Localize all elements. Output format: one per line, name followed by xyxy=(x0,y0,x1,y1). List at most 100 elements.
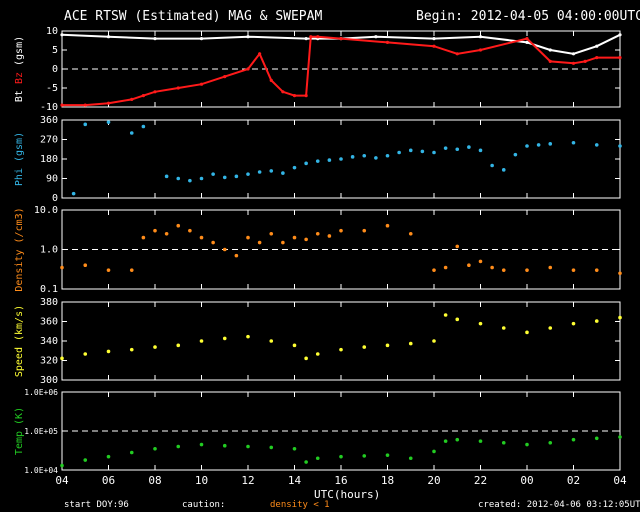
footer-caution-value: density < 1 xyxy=(270,500,330,510)
data-point-speed xyxy=(501,326,506,330)
data-point-temp xyxy=(246,444,250,449)
x-tick-label: 16 xyxy=(334,474,347,487)
data-point-density xyxy=(106,268,111,272)
data-point-phi xyxy=(211,172,215,176)
y-tick-label: 1.0 xyxy=(40,245,58,256)
x-tick-label: 18 xyxy=(381,474,394,487)
data-point-phi xyxy=(339,157,343,161)
data-point-bz xyxy=(281,90,285,94)
data-point-density xyxy=(199,235,204,240)
data-point-density xyxy=(188,228,192,233)
data-point-density xyxy=(292,235,297,240)
series-line-bt xyxy=(61,33,621,55)
data-point-temp xyxy=(594,436,599,441)
data-point-density xyxy=(129,268,134,272)
data-point-speed xyxy=(478,321,483,326)
y-tick-label: 300 xyxy=(40,375,58,386)
data-point-speed xyxy=(60,356,64,361)
data-point-phi xyxy=(257,170,262,174)
x-tick-label: 04 xyxy=(613,474,627,487)
data-point-phi xyxy=(199,176,204,181)
data-point-density xyxy=(339,228,343,233)
data-point-bt xyxy=(304,37,308,41)
data-point-speed xyxy=(571,321,576,326)
data-point-bt xyxy=(525,40,529,45)
data-point-density xyxy=(281,240,285,245)
footer-start-doy-value: 96 xyxy=(118,500,129,510)
y-tick-label: 1.0E+05 xyxy=(24,427,58,436)
data-point-bt xyxy=(548,48,552,52)
data-point-temp xyxy=(408,456,413,461)
data-point-phi xyxy=(327,158,332,162)
data-point-density xyxy=(327,234,332,238)
data-point-phi xyxy=(618,144,622,148)
data-point-density xyxy=(60,265,64,270)
data-point-phi xyxy=(385,153,390,158)
data-point-temp xyxy=(292,446,297,451)
data-point-speed xyxy=(525,330,529,335)
data-point-phi xyxy=(397,150,401,155)
data-point-density xyxy=(141,235,146,240)
data-point-temp xyxy=(432,449,436,454)
data-point-speed xyxy=(618,315,622,320)
data-point-phi xyxy=(83,122,88,127)
y-tick-label: 1.0E+04 xyxy=(24,466,58,475)
data-point-temp xyxy=(525,442,529,447)
data-point-speed xyxy=(153,345,157,349)
footer-start-doy-label: start DOY: xyxy=(64,500,119,510)
y-axis-label: Temp (K) xyxy=(14,407,25,455)
data-point-temp xyxy=(315,456,320,461)
data-point-speed xyxy=(362,345,367,349)
data-point-phi xyxy=(141,124,146,129)
x-tick-label: 06 xyxy=(102,474,115,487)
y-tick-label: -5 xyxy=(46,83,58,94)
data-point-temp xyxy=(362,454,367,458)
data-point-temp xyxy=(60,463,64,468)
data-point-bz xyxy=(432,44,436,48)
data-point-density xyxy=(257,240,262,245)
data-point-bt xyxy=(571,52,576,56)
data-point-density xyxy=(246,235,250,240)
data-point-bz xyxy=(548,59,552,64)
data-point-bz xyxy=(83,103,87,107)
data-point-bz xyxy=(618,56,622,60)
panel-frame xyxy=(61,301,621,381)
data-point-bz xyxy=(106,101,111,105)
data-point-bz xyxy=(292,94,297,98)
data-point-bt xyxy=(432,37,436,41)
data-point-density xyxy=(211,240,215,245)
data-point-temp xyxy=(339,454,343,459)
data-point-bz xyxy=(199,82,204,86)
data-point-speed xyxy=(455,317,460,322)
data-point-bz xyxy=(258,52,262,56)
data-point-phi xyxy=(443,146,448,150)
data-point-phi xyxy=(246,172,250,176)
data-point-temp xyxy=(222,443,227,448)
data-point-speed xyxy=(269,339,274,343)
data-point-density xyxy=(304,237,308,242)
x-tick-label: 20 xyxy=(427,474,440,487)
data-point-density xyxy=(408,231,413,236)
y-tick-label: 380 xyxy=(40,297,58,308)
y-tick-label: 10 xyxy=(46,26,58,37)
data-point-speed xyxy=(548,326,553,330)
data-point-density xyxy=(83,263,88,268)
data-point-bz xyxy=(153,90,157,94)
y-axis-label-part: Bt xyxy=(14,90,25,102)
data-point-phi xyxy=(455,147,460,152)
y-tick-label: -10 xyxy=(40,102,58,113)
data-point-density xyxy=(467,263,471,268)
data-point-speed xyxy=(222,336,227,341)
data-point-density xyxy=(432,268,436,272)
y-tick-label: 360 xyxy=(40,115,58,126)
data-point-density xyxy=(269,231,274,236)
y-axis-label-part: (gsm) xyxy=(14,36,25,72)
data-point-bz xyxy=(309,35,313,39)
data-point-bz xyxy=(223,75,227,79)
data-point-density xyxy=(490,265,494,270)
data-point-speed xyxy=(432,339,436,343)
data-point-temp xyxy=(106,454,111,459)
data-point-density xyxy=(362,228,367,233)
footer-created: created: 2012-04-06 03:12:05UTC xyxy=(478,500,640,510)
